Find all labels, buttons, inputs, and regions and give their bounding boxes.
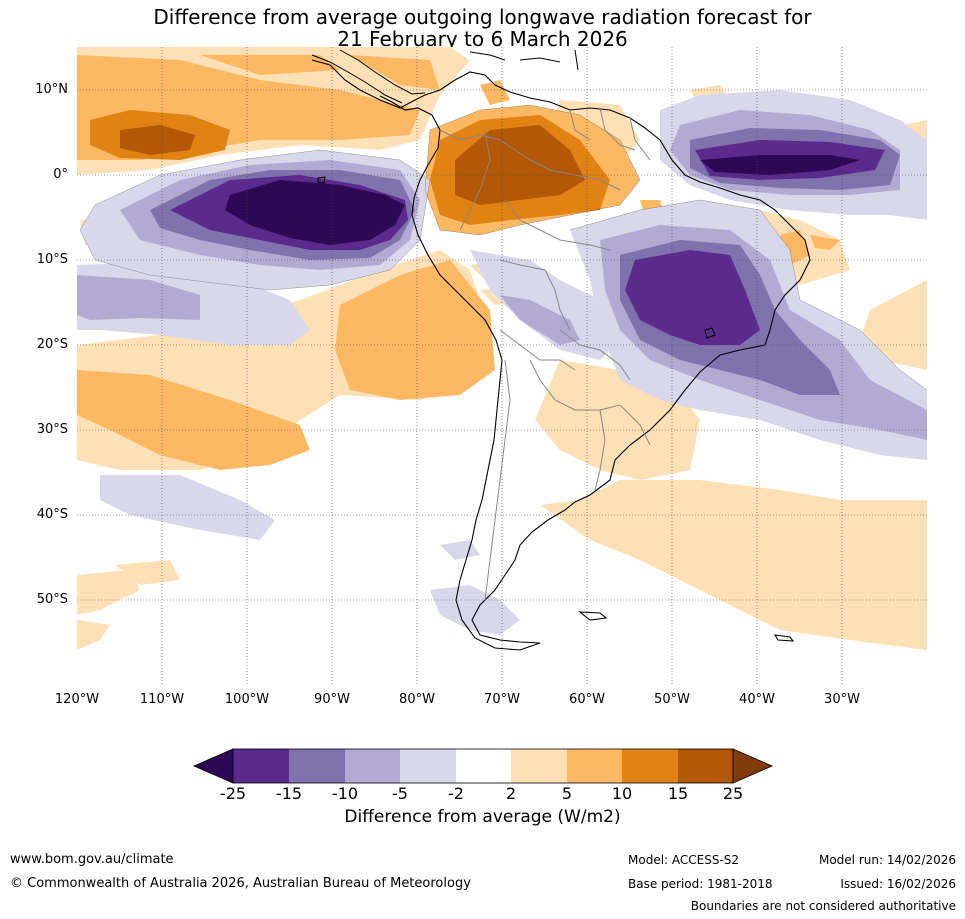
graticule — [77, 47, 927, 685]
lat-label: 30°S — [36, 422, 68, 437]
colorbar-box — [622, 749, 678, 783]
colorbar-box — [567, 749, 622, 783]
colorbar-tick: 25 — [722, 784, 744, 803]
lat-label: 10°S — [36, 252, 68, 267]
lat-label: 20°S — [36, 337, 68, 352]
colorbar-tick: -5 — [392, 784, 408, 803]
colorbar-box — [511, 749, 567, 783]
lon-label: 50°W — [654, 692, 690, 707]
lat-label: 40°S — [36, 507, 68, 522]
anomaly-contour-lines — [79, 104, 927, 391]
base-period: Base period: 1981-2018 — [628, 877, 773, 891]
colorbar-box — [233, 749, 289, 783]
colorbar-box — [678, 749, 733, 783]
colorbar — [192, 748, 774, 784]
colorbar-extend-high — [732, 748, 774, 784]
colorbar-tick: 10 — [611, 784, 633, 803]
colorbar-tick: 2 — [505, 784, 517, 803]
anomaly-negative-extreme-fields — [225, 155, 860, 245]
map-title-line-2: 21 February to 6 March 2026 — [337, 27, 628, 51]
central-america-coast — [311, 49, 579, 104]
lat-label: 10°N — [35, 82, 68, 97]
lat-label: 0° — [53, 167, 68, 182]
colorbar-tick: 5 — [561, 784, 573, 803]
colorbar-tick: -10 — [331, 784, 359, 803]
boundary-disclaimer: Boundaries are not considered authoritat… — [690, 899, 956, 913]
colorbar-label: Difference from average (W/m2) — [344, 807, 621, 827]
coastline — [311, 59, 811, 651]
colorbar-box — [400, 749, 456, 783]
lon-label: 100°W — [224, 692, 270, 707]
colorbar-tick: -2 — [448, 784, 464, 803]
website-link[interactable]: www.bom.gov.au/climate — [10, 852, 174, 867]
model-name: Model: ACCESS-S2 — [628, 853, 740, 867]
colorbar-tick: 15 — [667, 784, 689, 803]
country-borders — [439, 107, 651, 601]
map-title-line-1: Difference from average outgoing longwav… — [153, 5, 812, 29]
colorbar-box — [456, 749, 511, 783]
copyright-text: © Commonwealth of Australia 2026, Austra… — [10, 876, 471, 891]
lon-label: 60°W — [569, 692, 605, 707]
lat-label: 50°S — [36, 592, 68, 607]
lon-label: 40°W — [739, 692, 775, 707]
lon-label: 30°W — [824, 692, 860, 707]
lon-label: 120°W — [54, 692, 100, 707]
lon-label: 70°W — [484, 692, 520, 707]
colorbar-box — [289, 749, 345, 783]
colorbar-tick: -15 — [275, 784, 303, 803]
colorbar-box — [345, 749, 400, 783]
colorbar-extend-low — [192, 748, 234, 784]
lon-label: 90°W — [314, 692, 350, 707]
lon-label: 110°W — [139, 692, 185, 707]
model-run-date: Model run: 14/02/2026 — [818, 853, 956, 867]
colorbar-tick: -25 — [219, 784, 247, 803]
lon-label: 80°W — [399, 692, 435, 707]
issued-date: Issued: 16/02/2026 — [840, 877, 956, 891]
